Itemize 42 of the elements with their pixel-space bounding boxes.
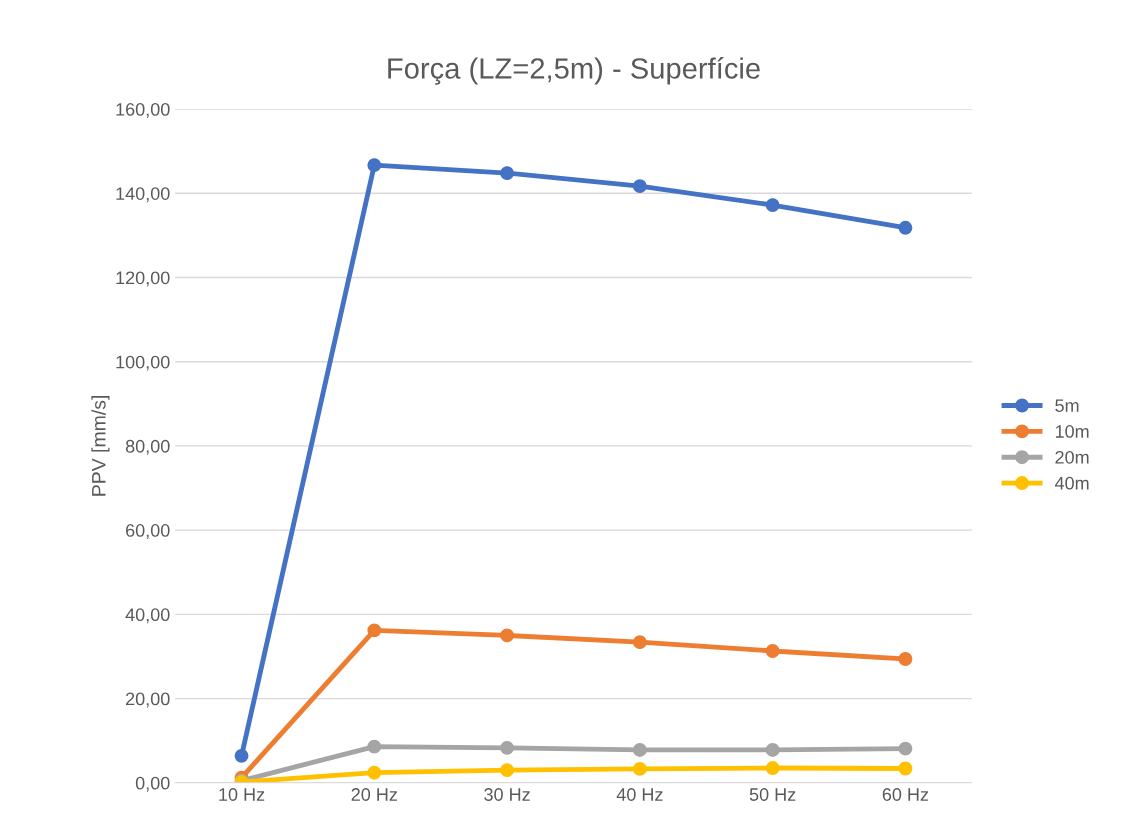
point: [765, 761, 780, 775]
point: [898, 652, 913, 666]
point: [367, 739, 382, 754]
point: [632, 742, 647, 757]
x-tick-label: 20 Hz: [351, 788, 397, 801]
point: [500, 628, 515, 643]
y-tick-label: 20,00: [126, 692, 170, 708]
point: [765, 742, 780, 757]
y-tick-label: 0,00: [135, 776, 170, 792]
point: [898, 220, 913, 235]
legend-label: 40m: [1054, 476, 1089, 490]
y-tick-label: 120,00: [116, 271, 170, 287]
x-tick-label: 40 Hz: [616, 788, 663, 801]
y-axis-title: PPV [mm/s]: [91, 396, 110, 496]
point: [500, 740, 515, 755]
point: [765, 644, 780, 658]
point: [898, 761, 913, 776]
point: [898, 741, 913, 756]
y-tick-label: 60,00: [126, 524, 170, 539]
legend-label: 20m: [1055, 450, 1089, 464]
point: [367, 765, 382, 780]
y-tick-label: 100,00: [116, 355, 170, 371]
x-tick-label: 30 Hz: [484, 788, 530, 801]
chart-title: Força (LZ=2,5m) - Superfície: [388, 57, 760, 85]
y-tick-label: 40,00: [125, 608, 170, 624]
x-tick-label: 60 Hz: [882, 788, 929, 801]
point: [632, 635, 647, 650]
point: [500, 763, 515, 778]
y-tick-label: 80,00: [125, 439, 170, 455]
point: [234, 748, 249, 763]
x-tick-label: 10 Hz: [219, 788, 265, 801]
y-tick-label: 140,00: [116, 187, 170, 203]
legend-label: 5m: [1055, 399, 1079, 412]
point: [367, 623, 382, 638]
point: [765, 198, 780, 213]
legend-label: 10m: [1055, 425, 1089, 438]
point: [367, 158, 382, 173]
y-tick-label: 160,00: [116, 103, 170, 118]
x-tick-label: 50 Hz: [749, 788, 796, 801]
point: [500, 166, 515, 181]
point: [632, 179, 647, 194]
point: [632, 761, 647, 776]
